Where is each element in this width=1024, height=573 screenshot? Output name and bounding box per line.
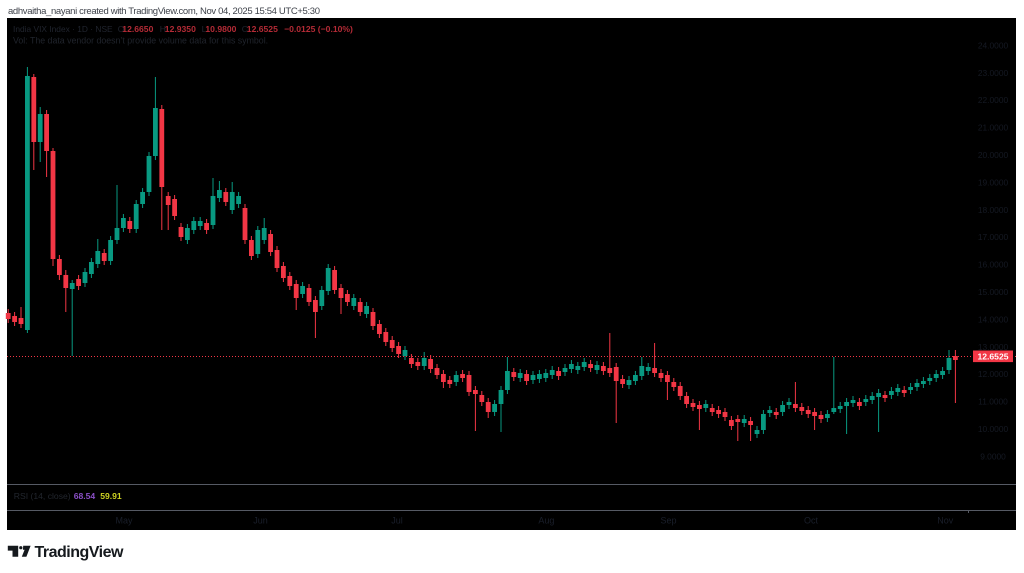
svg-text:Sep: Sep [660,516,676,526]
svg-text:C: C [242,24,248,34]
svg-text:adhvaitha_nayani created with: adhvaitha_nayani created with TradingVie… [8,6,320,17]
svg-text:O: O [118,24,125,34]
svg-text:68.54: 68.54 [74,491,96,501]
svg-text:16.0000: 16.0000 [978,260,1009,270]
svg-text:24.0000: 24.0000 [978,40,1009,50]
svg-text:22.0000: 22.0000 [978,95,1009,105]
svg-text:Nov: Nov [937,516,954,526]
svg-text:India VIX Index · 1D · NSE: India VIX Index · 1D · NSE [13,24,113,34]
svg-text:12.0000: 12.0000 [978,369,1009,379]
svg-text:Aug: Aug [538,516,554,526]
svg-text:23.0000: 23.0000 [978,68,1009,78]
svg-text:11.0000: 11.0000 [978,397,1008,407]
svg-text:17.0000: 17.0000 [978,232,1009,242]
svg-text:18.0000: 18.0000 [978,205,1009,215]
svg-text:H: H [160,24,166,34]
svg-text:14.0000: 14.0000 [978,314,1009,324]
svg-text:12.6525: 12.6525 [247,24,278,34]
svg-text:13.0000: 13.0000 [978,342,1009,352]
svg-text:Oct: Oct [804,516,819,526]
svg-text:10.9800: 10.9800 [205,24,236,34]
svg-text:15.0000: 15.0000 [978,287,1009,297]
svg-text:12.9350: 12.9350 [165,24,196,34]
svg-text:12.6650: 12.6650 [122,24,153,34]
svg-text:Jul: Jul [391,516,403,526]
svg-text:10.0000: 10.0000 [978,424,1009,434]
svg-text:May: May [115,516,133,526]
svg-text:21.0000: 21.0000 [978,123,1009,133]
svg-text:L: L [202,24,207,34]
svg-text:12.6525: 12.6525 [977,352,1008,362]
svg-text:9.0000: 9.0000 [980,451,1006,461]
svg-text:59.91: 59.91 [100,491,122,501]
svg-text:Jun: Jun [253,516,268,526]
svg-text:RSI (14, close): RSI (14, close) [14,491,71,501]
svg-text:19.0000: 19.0000 [978,177,1009,187]
svg-text:20.0000: 20.0000 [978,150,1009,160]
svg-text:Vol: The data vendor doesn’t p: Vol: The data vendor doesn’t provide vol… [13,36,268,46]
svg-text:TradingView: TradingView [35,544,125,561]
svg-text:−0.0125 (−0.10%): −0.0125 (−0.10%) [284,24,353,34]
